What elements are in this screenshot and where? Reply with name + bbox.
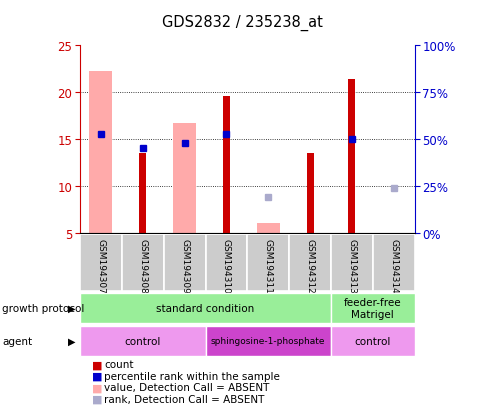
Text: GSM194311: GSM194311 (263, 239, 272, 294)
Bar (139, 154, 146, 233)
Text: growth protocol: growth protocol (2, 303, 85, 313)
Text: ■: ■ (92, 382, 103, 392)
Bar (173, 123, 196, 233)
Text: feeder-free
Matrigel: feeder-free Matrigel (343, 297, 401, 319)
Text: sphingosine-1-phosphate: sphingosine-1-phosphate (211, 337, 325, 346)
Bar (330, 293, 414, 323)
Bar (89, 72, 112, 233)
Bar (205, 234, 247, 291)
Text: GSM194312: GSM194312 (305, 239, 314, 293)
Text: ■: ■ (92, 371, 103, 381)
Text: ■: ■ (92, 394, 103, 404)
Bar (306, 154, 313, 233)
Bar (205, 326, 330, 356)
Text: GSM194314: GSM194314 (389, 239, 397, 293)
Text: agent: agent (2, 336, 32, 346)
Text: rank, Detection Call = ABSENT: rank, Detection Call = ABSENT (104, 394, 264, 404)
Text: value, Detection Call = ABSENT: value, Detection Call = ABSENT (104, 382, 269, 392)
Bar (80, 293, 330, 323)
Text: standard condition: standard condition (156, 303, 254, 313)
Text: GSM194308: GSM194308 (138, 239, 147, 294)
Bar (330, 326, 414, 356)
Text: GDS2832 / 235238_at: GDS2832 / 235238_at (162, 14, 322, 31)
Bar (223, 97, 229, 233)
Bar (256, 223, 279, 233)
Text: ▶: ▶ (67, 336, 75, 346)
Text: control: control (124, 336, 161, 346)
Text: control: control (354, 336, 390, 346)
Text: GSM194313: GSM194313 (347, 239, 356, 294)
Text: percentile rank within the sample: percentile rank within the sample (104, 371, 280, 381)
Bar (288, 234, 330, 291)
Bar (80, 234, 121, 291)
Bar (247, 234, 288, 291)
Text: GSM194309: GSM194309 (180, 239, 189, 294)
Text: ▶: ▶ (67, 303, 75, 313)
Bar (80, 326, 205, 356)
Text: GSM194307: GSM194307 (96, 239, 105, 294)
Bar (330, 234, 372, 291)
Bar (348, 80, 355, 233)
Text: GSM194310: GSM194310 (222, 239, 230, 294)
Bar (372, 234, 414, 291)
Text: ■: ■ (92, 359, 103, 369)
Text: count: count (104, 359, 134, 369)
Bar (163, 234, 205, 291)
Bar (121, 234, 164, 291)
